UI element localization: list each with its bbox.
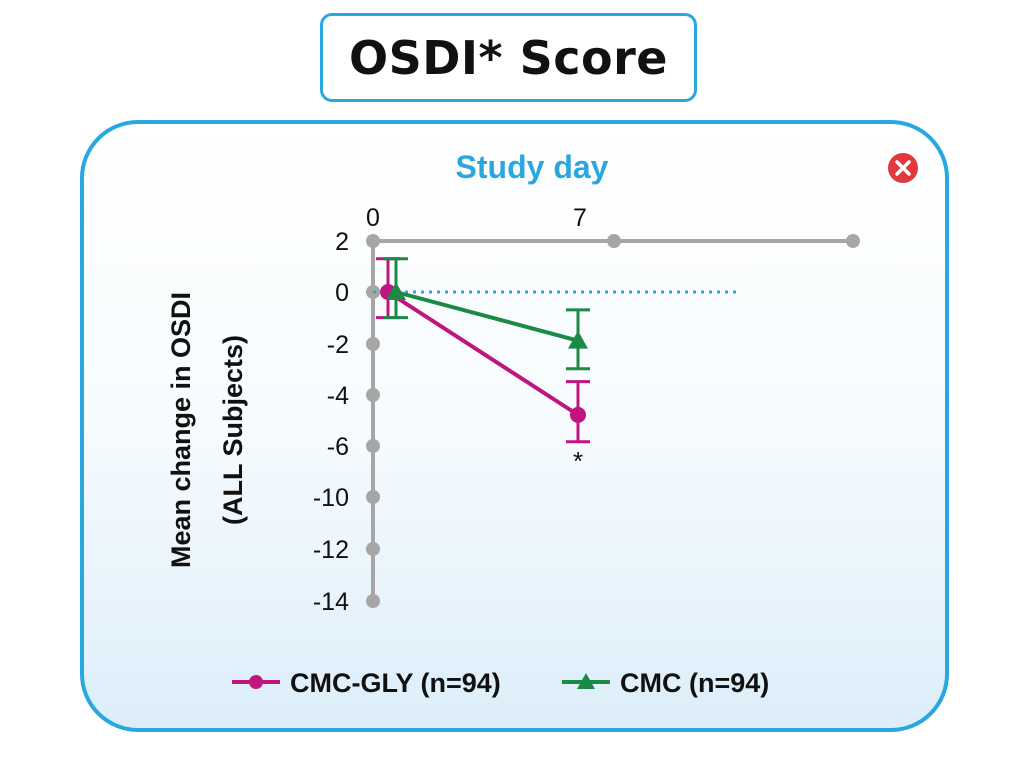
y-tick-label: -12 — [313, 536, 349, 564]
y-tick-label: 0 — [335, 279, 349, 307]
x-axis-dot — [366, 234, 380, 248]
data-point — [386, 282, 406, 300]
y-tick-label: -14 — [313, 588, 349, 616]
legend-label-cmc: CMC (n=94) — [620, 668, 769, 698]
y-axis-dot — [366, 439, 380, 453]
legend-label-cmc-gly: CMC-GLY (n=94) — [290, 668, 501, 698]
x-tick-label: 7 — [573, 204, 587, 232]
legend-marker-circle — [249, 675, 263, 689]
x-axis-dot — [607, 234, 621, 248]
series-line — [386, 290, 580, 417]
y-axis-dot — [366, 388, 380, 402]
significance-asterisk: * — [573, 446, 583, 476]
page-title: OSDI* Score — [349, 30, 668, 85]
data-point — [568, 330, 588, 349]
plot-area — [373, 257, 738, 444]
y-tick-label: -6 — [327, 433, 349, 461]
x-tick-label: 0 — [366, 204, 380, 232]
y-tick-label: -2 — [327, 331, 349, 359]
close-button[interactable] — [888, 153, 918, 183]
y-axis-dot — [366, 490, 380, 504]
data-point — [570, 406, 586, 423]
chart-panel — [80, 120, 949, 732]
x-axis-dot — [846, 234, 860, 248]
y-axis-title-line2: (ALL Subjects) — [218, 335, 248, 525]
y-axis-title-line1: Mean change in OSDI — [166, 292, 196, 568]
y-axis-dot — [366, 594, 380, 608]
legend-marker-triangle — [577, 673, 595, 689]
y-axis-dot — [366, 337, 380, 351]
y-tick-label: -4 — [327, 382, 349, 410]
legend: CMC-GLY (n=94) CMC (n=94) — [232, 668, 769, 698]
y-tick-label: 2 — [335, 228, 349, 256]
y-axis-dot — [366, 542, 380, 556]
y-axis-title: Mean change in OSDI (ALL Subjects) — [166, 292, 248, 568]
title-box: OSDI* Score — [320, 13, 697, 102]
y-tick-label: -10 — [313, 484, 349, 512]
x-axis-title: Study day — [456, 149, 609, 185]
series-line — [395, 290, 579, 343]
